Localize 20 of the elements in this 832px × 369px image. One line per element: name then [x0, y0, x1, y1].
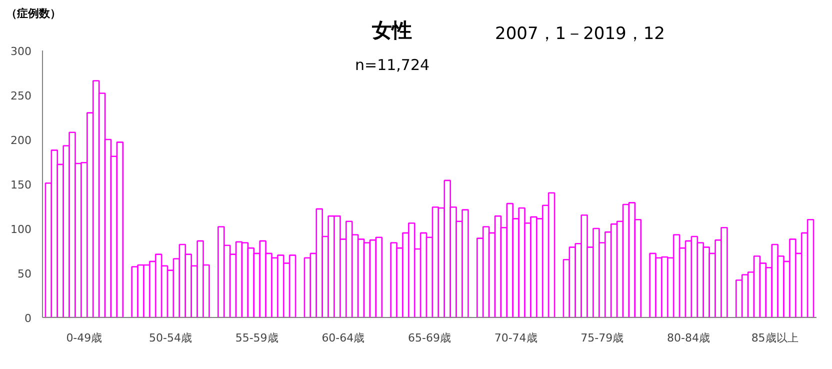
x-tick-label: 55-59歳 [235, 332, 278, 344]
x-tick-label: 60-64歳 [322, 332, 365, 344]
y-axis-title: （症例数） [6, 6, 61, 22]
y-tick-label: 100 [10, 223, 32, 236]
x-tick-label: 80-84歳 [667, 332, 710, 344]
x-tick-label: 0-49歳 [66, 332, 102, 344]
x-tick-label: 65-69歳 [408, 332, 451, 344]
y-tick-label: 50 [18, 268, 32, 280]
y-tick-label: 250 [10, 90, 32, 102]
chart-title: 女性 [372, 17, 412, 44]
annotation: n=11,724 [355, 55, 430, 76]
chart-subtitle: 2007，1－2019，12 [495, 23, 665, 46]
x-tick-label: 70-74歳 [494, 332, 538, 344]
y-tick-label: 300 [10, 45, 32, 58]
x-tick-label: 75-79歳 [580, 332, 624, 344]
y-tick-label: 0 [24, 312, 32, 325]
x-tick-label: 85歳以上 [751, 332, 798, 344]
x-tick-label: 50-54歳 [149, 332, 192, 344]
y-tick-label: 150 [10, 178, 32, 192]
y-tick-label: 200 [10, 134, 32, 147]
